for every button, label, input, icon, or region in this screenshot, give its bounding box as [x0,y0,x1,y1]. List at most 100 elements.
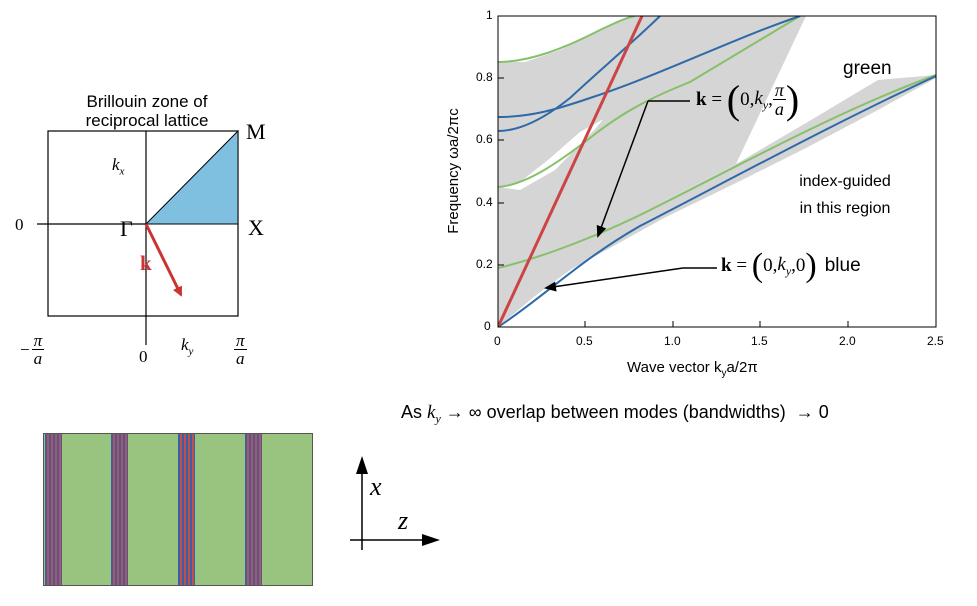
y-tick-label: 0.2 [476,257,493,271]
blue-word: blue [824,255,861,276]
green-annotation: k = ( 0, ky , π a ) [696,80,799,120]
light-line [498,16,644,327]
stripe-layer [111,434,128,585]
pi-den: a [236,349,245,368]
green-eq: = [706,89,727,110]
stripe-layer [178,434,195,585]
irreducible-zone [144,129,239,225]
x-axis-label: x [370,472,382,501]
green-sub: y [762,97,769,112]
y-tick-label: 0.8 [476,70,493,84]
kx-sub: x [119,165,125,178]
shaded-band-region [498,75,936,327]
xlabel-prefix: Wave vector k [627,359,722,376]
x-tick-label: 0 [494,334,501,348]
y-tick-label: 0.6 [476,132,493,146]
shaded-band-region [498,16,690,187]
green-open-paren: ( [726,77,741,122]
green-pointer-arrow [596,100,649,238]
x-arrowhead-icon [356,456,368,474]
ky-k: k [181,335,189,354]
band-green [498,16,636,63]
green-a: a [774,99,784,119]
neg-pi-frac: π a [31,332,45,368]
green-k: k [754,87,763,109]
xlabel-suffix: a/2π [726,359,758,376]
x-tick-label: 0.5 [576,334,593,348]
y-tick-label: 1 [486,8,493,22]
green-word: green [843,58,892,79]
band-green [498,74,936,269]
z-arrowhead-icon [422,534,440,546]
x-tick-label: 2.5 [927,334,944,348]
index-guided-note: index-guided in this region [770,168,920,222]
ky-sub: y [188,345,194,358]
label-k-vector: k [140,251,152,275]
label-kx: kx [112,155,124,177]
band-blue [498,16,801,118]
x-tick-label: 1.0 [664,334,681,348]
blue-zero: 0, [763,255,778,276]
neg-sign: − [20,340,30,359]
z-axis-label: z [398,506,409,535]
green-pi-frac: π a [772,80,786,119]
stripe-layer [245,434,262,585]
y-axis-title: Frequency ωa/2πc [445,108,462,234]
label-M: M [246,119,266,144]
blue-annotation: k = ( 0, ky ,0 ) blue [721,249,861,283]
blue-close: ,0 [791,255,806,276]
pi-num: π [234,331,247,350]
caption-middle: → ∞ overlap between modes (bandwidths) →… [440,402,829,422]
xlabel-sub: y [721,368,727,379]
xz-axes-sketch [350,456,440,550]
x-tick-label: 1.5 [751,334,768,348]
layered-structure [43,433,313,586]
blue-k: k [777,253,786,275]
bz-title-line2: reciprocal lattice [85,111,209,130]
blue-close-paren: ) [805,247,817,284]
y-tick-label: 0 [484,319,491,333]
label-ky: ky [181,335,193,357]
bz-title: Brillouin zone of reciprocal lattice [42,92,252,130]
green-close-paren: ) [785,77,800,122]
green-comma: , [768,89,773,110]
green-pi: π [772,80,786,100]
green-bold-k: k [696,89,707,110]
label-X: X [248,215,264,240]
caption-k: k [427,402,436,423]
pi-frac: π a [234,332,247,368]
blue-bold-k: k [721,255,732,276]
label-neg-pi-over-a: − π a [20,332,45,368]
blue-ky: ky [777,254,791,279]
green-ky: ky [754,88,768,113]
label-zero-bottom: 0 [139,347,148,366]
x-tick-label: 2.0 [839,334,856,348]
blue-eq: = [731,255,752,276]
label-Gamma: Γ [120,216,133,241]
x-axis-title: Wave vector kya/2π [627,359,758,379]
index-guided-line2: in this region [799,200,891,217]
blue-pointer-arrow [544,267,684,292]
y-tick-label: 0.4 [476,195,493,209]
green-zero: 0, [740,89,755,110]
blue-sub: y [785,263,792,278]
blue-open-paren: ( [751,247,764,284]
shaded-band-region [498,16,630,62]
caption-prefix: As [401,402,428,422]
index-guided-line1: index-guided [799,173,891,190]
bz-title-line1: Brillouin zone of [86,92,208,111]
kx-k: k [112,155,120,174]
label-zero-left: 0 [15,215,24,234]
caption-sub: y [435,411,441,426]
neg-pi-den: a [33,349,43,368]
plot-frame [497,15,937,328]
tick-marks [497,77,937,327]
band-blue [498,75,936,327]
k-vector-arrow [144,223,183,297]
bandwidth-caption: As ky → ∞ overlap between modes (bandwid… [401,402,829,427]
stripe-layer [45,434,62,585]
label-pi-over-a: π a [234,332,247,369]
band-blue [498,16,661,132]
